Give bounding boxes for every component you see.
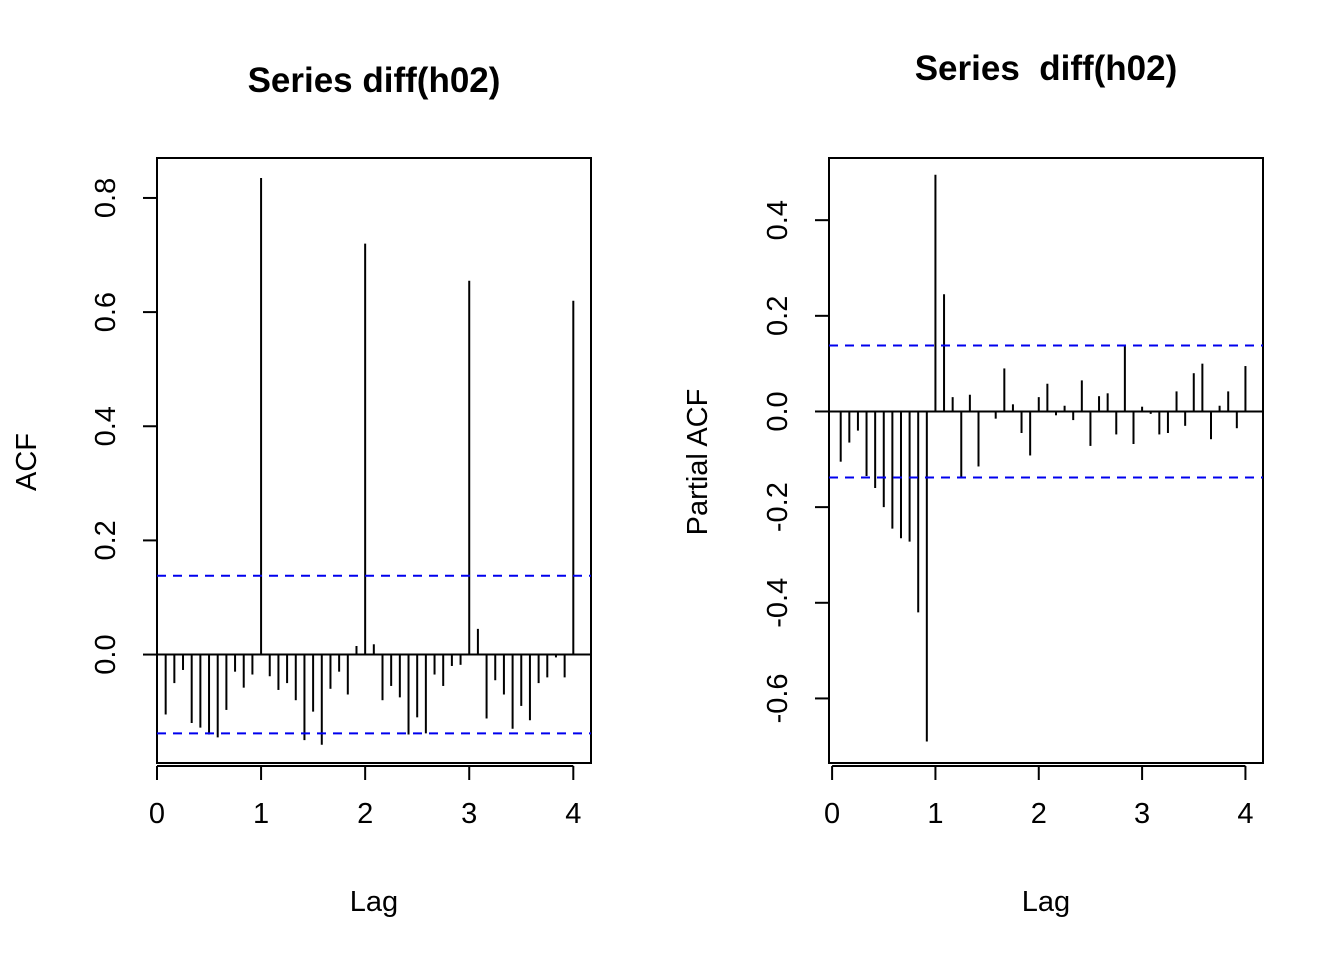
acf-y-axis: 0.0 0.2 0.4 0.6 0.8 xyxy=(90,178,157,675)
acf-reference-lines xyxy=(157,574,591,735)
acf-y-tick-label: 0.4 xyxy=(90,406,122,446)
pacf-y-tick-label: -0.6 xyxy=(762,673,794,723)
pacf-panel: Series diff(h02) Lag Partial ACF 0 1 2 3 4 -… xyxy=(682,49,1264,918)
acf-x-tick-label: 0 xyxy=(149,798,165,830)
pacf-x-tick-label: 4 xyxy=(1237,798,1253,830)
acf-x-axis-label: Lag xyxy=(350,886,398,918)
acf-y-axis-label: ACF xyxy=(11,433,43,491)
pacf-y-axis: -0.6 -0.4 -0.2 0.0 0.2 0.4 xyxy=(762,200,829,723)
pacf-y-tick-label: 0.4 xyxy=(762,200,794,240)
pacf-x-tick-label: 0 xyxy=(824,798,840,830)
pacf-bars xyxy=(839,174,1247,742)
pacf-y-axis-label: Partial ACF xyxy=(682,389,714,536)
acf-y-tick-label: 0.8 xyxy=(90,178,122,218)
acf-x-tick-label: 4 xyxy=(565,798,581,830)
pacf-plot-frame xyxy=(828,157,1264,764)
acf-bars xyxy=(164,177,575,745)
pacf-x-axis-label: Lag xyxy=(1022,886,1070,918)
pacf-y-tick-label: -0.4 xyxy=(762,578,794,628)
acf-x-tick-label: 2 xyxy=(357,798,373,830)
pacf-reference-lines xyxy=(829,344,1263,479)
acf-panel: Series diff(h02) Lag ACF 0 1 2 3 4 0.0 0.2 0.4… xyxy=(11,61,592,918)
pacf-x-tick-label: 2 xyxy=(1031,798,1047,830)
pacf-x-tick-label: 3 xyxy=(1134,798,1150,830)
acf-y-tick-label: 0.0 xyxy=(90,634,122,674)
acf-y-tick-label: 0.6 xyxy=(90,292,122,332)
acf-plot-frame xyxy=(156,157,592,764)
pacf-y-tick-label: -0.2 xyxy=(762,482,794,532)
pacf-y-tick-label: 0.2 xyxy=(762,296,794,336)
pacf-x-tick-label: 1 xyxy=(927,798,943,830)
pacf-x-axis: 0 1 2 3 4 xyxy=(824,765,1254,830)
pacf-title: Series diff(h02) xyxy=(915,49,1178,88)
acf-x-axis: 0 1 2 3 4 xyxy=(149,765,581,830)
acf-x-tick-label: 3 xyxy=(461,798,477,830)
acf-title: Series diff(h02) xyxy=(248,61,501,100)
pacf-y-tick-label: 0.0 xyxy=(762,391,794,431)
acf-y-tick-label: 0.2 xyxy=(90,520,122,560)
acf-x-tick-label: 1 xyxy=(253,798,269,830)
